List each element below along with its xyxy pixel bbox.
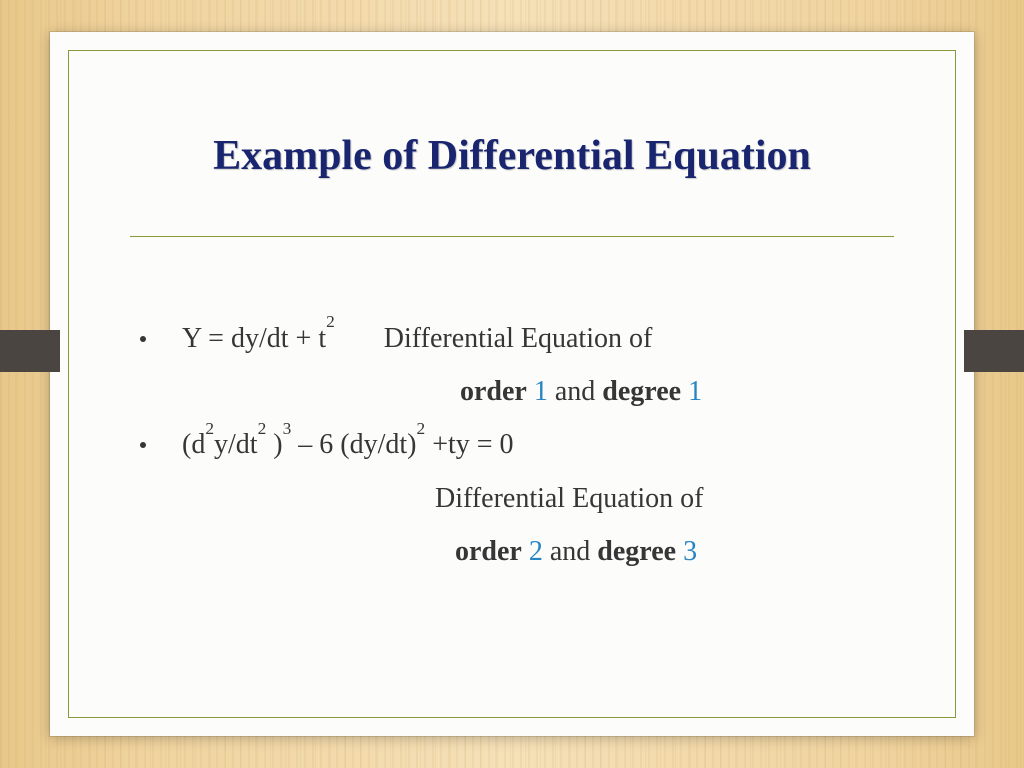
eq2-p5: +ty = 0 bbox=[425, 429, 513, 460]
degree-value-2: 3 bbox=[683, 536, 697, 567]
bullet-item-2-detail: order 2 and degree 3 bbox=[125, 525, 899, 578]
ribbon-right bbox=[964, 330, 1024, 372]
bullet-item-2-desc: Differential Equation of bbox=[125, 472, 899, 525]
bullet-icon bbox=[125, 312, 175, 365]
eq2-s2: 2 bbox=[258, 419, 267, 438]
eq2-desc: Differential Equation of bbox=[435, 483, 704, 514]
order-value-2: 2 bbox=[529, 536, 543, 567]
and-2: and bbox=[550, 536, 597, 567]
bullet-icon bbox=[125, 418, 175, 471]
degree-label-1: degree bbox=[602, 376, 681, 407]
eq1-sup: 2 bbox=[326, 312, 335, 331]
degree-label-2: degree bbox=[597, 536, 676, 567]
equation-2: (d2y/dt2 )3 – 6 (dy/dt)2 +ty = 0 bbox=[182, 418, 514, 471]
order-value-1: 1 bbox=[534, 376, 548, 407]
eq2-p4: – 6 (dy/dt) bbox=[291, 429, 416, 460]
title-underline bbox=[130, 236, 894, 237]
slide-title: Example of Differential Equation bbox=[50, 132, 974, 180]
and-1: and bbox=[555, 376, 602, 407]
bullet-item-1-detail: order 1 and degree 1 bbox=[125, 365, 899, 418]
eq2-s3: 3 bbox=[283, 419, 292, 438]
eq2-p1: (d bbox=[182, 429, 205, 460]
bullet-item-2: (d2y/dt2 )3 – 6 (dy/dt)2 +ty = 0 bbox=[125, 418, 899, 471]
slide-content: Y = dy/dt + t2 Differential Equation of … bbox=[125, 312, 899, 578]
eq1-text: Y = dy/dt + t bbox=[182, 323, 326, 354]
eq2-s1: 2 bbox=[205, 419, 214, 438]
ribbon-left bbox=[0, 330, 60, 372]
equation-1: Y = dy/dt + t2 Differential Equation of bbox=[182, 312, 652, 365]
eq1-desc: Differential Equation of bbox=[384, 323, 653, 354]
degree-value-1: 1 bbox=[688, 376, 702, 407]
order-label-1: order bbox=[460, 376, 527, 407]
eq2-s4: 2 bbox=[417, 419, 426, 438]
order-label-2: order bbox=[455, 536, 522, 567]
eq2-p3: ) bbox=[266, 429, 282, 460]
slide-card: Example of Differential Equation Y = dy/… bbox=[50, 32, 974, 736]
eq2-p2: y/dt bbox=[214, 429, 258, 460]
bullet-item-1: Y = dy/dt + t2 Differential Equation of bbox=[125, 312, 899, 365]
